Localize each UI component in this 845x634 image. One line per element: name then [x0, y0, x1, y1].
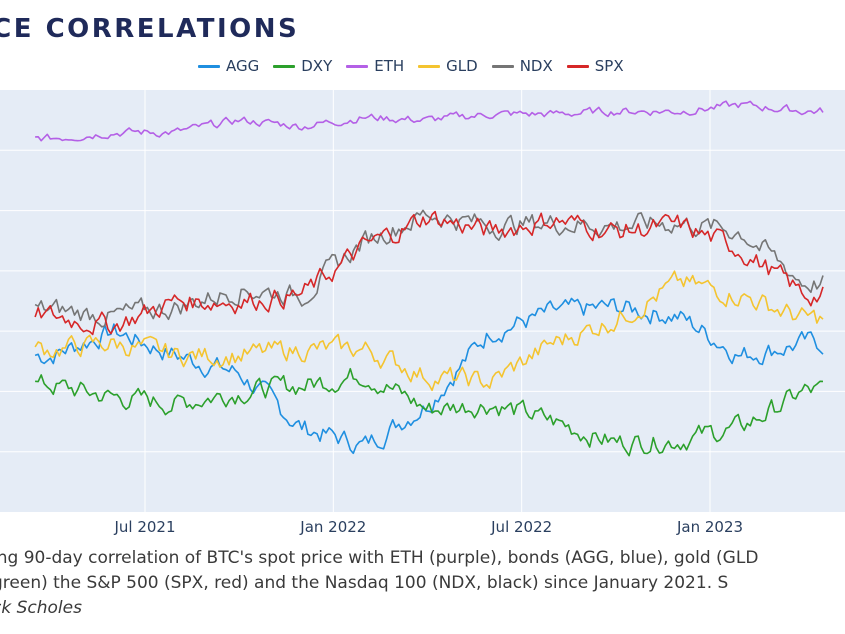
legend-label: NDX: [519, 57, 553, 75]
caption-line-2: green) the S&P 500 (SPX, red) and the Na…: [0, 573, 729, 593]
caption-line-1: ing 90-day correlation of BTC's spot pri…: [0, 548, 759, 568]
series-line-agg: [34, 297, 824, 455]
series-line-gld: [34, 270, 824, 392]
legend-item-spx[interactable]: SPX: [566, 57, 624, 75]
legend-label: SPX: [594, 57, 624, 75]
x-tick-label: Jan 2022: [300, 518, 367, 536]
x-axis: Jul 2021 Jan 2022 Jul 2022 Jan 2023: [0, 512, 845, 542]
legend-swatch: [346, 64, 369, 68]
legend-swatch: [566, 64, 589, 68]
plot-area: [0, 90, 845, 512]
legend-label: GLD: [446, 57, 478, 75]
legend-swatch: [198, 64, 220, 68]
legend-label: DXY: [301, 57, 333, 75]
legend-item-dxy[interactable]: DXY: [273, 57, 332, 75]
legend-item-agg[interactable]: AGG: [198, 57, 259, 75]
x-tick-label: Jul 2022: [491, 518, 553, 536]
series-line-ndx: [34, 209, 824, 328]
series-line-dxy: [35, 367, 824, 457]
series-line-spx: [34, 210, 824, 336]
caption: ing 90-day correlation of BTC's spot pri…: [0, 546, 845, 621]
legend-item-gld[interactable]: GLD: [418, 57, 478, 75]
legend-item-eth[interactable]: ETH: [346, 57, 404, 75]
caption-line-3: ck Scholes: [0, 598, 82, 618]
x-tick-label: Jul 2021: [114, 518, 176, 536]
legend-swatch: [273, 64, 296, 68]
legend: AGG DXY ETH GLD NDX SPX: [198, 57, 624, 75]
legend-item-ndx[interactable]: NDX: [491, 57, 553, 75]
legend-swatch: [491, 64, 514, 68]
legend-label: ETH: [374, 57, 405, 75]
chart-title: ICE CORRELATIONS: [0, 14, 300, 44]
x-tick-label: Jan 2023: [676, 518, 744, 536]
legend-swatch: [418, 64, 441, 68]
legend-label: AGG: [226, 57, 260, 75]
series-line-eth: [35, 100, 824, 142]
